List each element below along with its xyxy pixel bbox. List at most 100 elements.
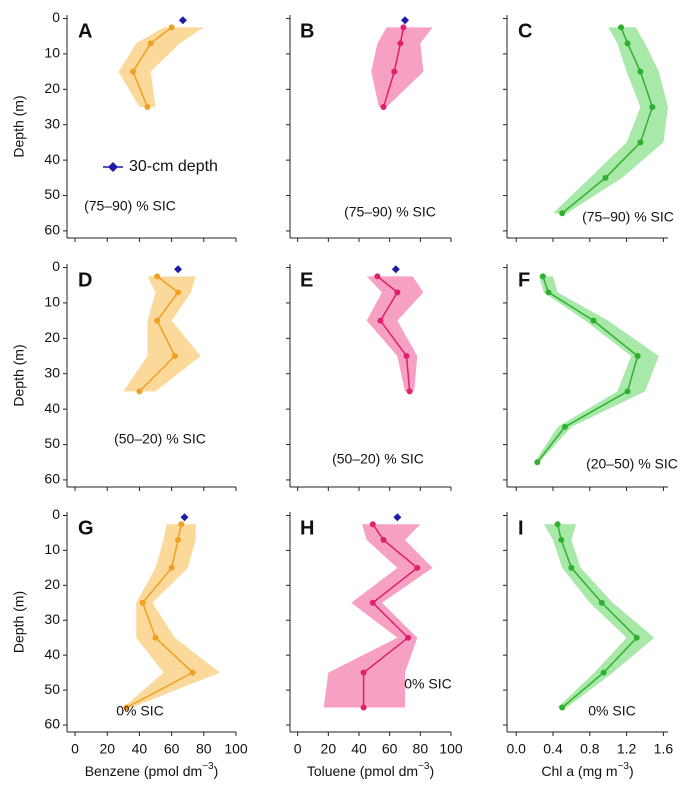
panel-letter: I [518, 517, 524, 539]
x-axis-label: Benzene (pmol dm−3) [85, 761, 219, 779]
data-point [600, 669, 607, 676]
data-point [624, 40, 631, 47]
range-band [534, 276, 659, 463]
data-point [391, 68, 398, 75]
x-axis-label-part: Toluene (pmol dm [307, 763, 418, 779]
data-point [539, 273, 546, 280]
data-point [189, 669, 196, 676]
data-point [637, 139, 644, 146]
data-point [624, 388, 631, 395]
surface-marker [401, 16, 409, 25]
data-point [136, 388, 143, 395]
annotation: 0% SIC [588, 703, 635, 719]
y-tick-label: 40 [44, 151, 60, 167]
x-axis-label-part: Chl a (mg m [541, 763, 617, 779]
range-band [123, 276, 201, 392]
data-point [139, 599, 146, 606]
x-tick-label: 0 [294, 741, 302, 757]
panel-letter: F [518, 269, 530, 291]
x-tick-label: 0.8 [580, 741, 600, 757]
data-point [637, 68, 644, 75]
data-point [380, 104, 387, 111]
x-axis-label: Toluene (pmol dm−3) [307, 761, 434, 779]
data-point [175, 536, 182, 543]
y-tick-label: 50 [44, 435, 60, 451]
x-tick-label: 20 [99, 741, 115, 757]
range-band [553, 27, 668, 214]
data-point [374, 273, 381, 280]
data-point [154, 273, 161, 280]
y-tick-label: 40 [44, 400, 60, 416]
data-point [559, 210, 566, 217]
annotation: (75–90) % SIC [344, 204, 436, 220]
data-point [178, 521, 185, 528]
data-point [414, 564, 421, 571]
data-point [534, 459, 541, 466]
annotation: (75–90) % SIC [582, 209, 674, 225]
y-axis-label: Depth (m) [11, 591, 27, 653]
data-point [634, 353, 641, 360]
data-point [403, 353, 410, 360]
data-point [568, 564, 575, 571]
y-tick-label: 0 [52, 506, 60, 522]
y-tick-label: 10 [44, 541, 60, 557]
panel-letter: A [78, 20, 92, 42]
data-point [147, 40, 154, 47]
y-tick-label: 50 [44, 186, 60, 202]
x-tick-label: 80 [413, 741, 429, 757]
y-tick-label: 60 [44, 471, 60, 487]
data-point [360, 704, 367, 711]
x-tick-label: 100 [224, 741, 248, 757]
profile-line [132, 26, 173, 108]
data-point [377, 317, 384, 324]
data-point [154, 317, 161, 324]
data-point [123, 704, 130, 711]
y-tick-label: 30 [44, 115, 60, 131]
data-point [602, 174, 609, 181]
y-axis-label: Depth (m) [11, 95, 27, 157]
data-point [561, 423, 568, 430]
profile-line [382, 27, 405, 108]
y-axis-label: Depth (m) [11, 344, 27, 406]
data-point [405, 634, 412, 641]
profile-line [536, 276, 639, 463]
annotation: 0% SIC [116, 703, 163, 719]
range-band [323, 524, 433, 708]
annotation: 0% SIC [404, 676, 451, 692]
x-axis-label-part: −3 [202, 761, 214, 772]
data-point [152, 634, 159, 641]
data-point [559, 704, 566, 711]
x-tick-label: 1.2 [617, 741, 637, 757]
data-point [649, 104, 656, 111]
y-tick-label: 40 [44, 646, 60, 662]
x-tick-label: 100 [439, 741, 463, 757]
range-band [543, 524, 655, 708]
legend-label: 30-cm depth [129, 158, 218, 175]
range-band [118, 27, 204, 108]
x-axis-label-part: −3 [618, 761, 630, 772]
annotation: (75–90) % SIC [84, 198, 176, 214]
y-tick-label: 50 [44, 681, 60, 697]
data-point [369, 521, 376, 528]
data-point [400, 24, 407, 31]
y-tick-label: 20 [44, 576, 60, 592]
y-tick-label: 60 [44, 222, 60, 238]
data-point [406, 388, 413, 395]
data-point [171, 353, 178, 360]
data-point [168, 24, 175, 31]
data-point [360, 669, 367, 676]
data-point [633, 634, 640, 641]
y-tick-label: 30 [44, 364, 60, 380]
surface-marker [178, 16, 187, 25]
x-tick-label: 80 [196, 741, 212, 757]
annotation: (50–20) % SIC [114, 431, 206, 447]
y-tick-label: 30 [44, 611, 60, 627]
data-point [369, 599, 376, 606]
data-point [397, 40, 404, 47]
panel-letter: D [78, 269, 92, 291]
x-tick-label: 1.6 [654, 741, 674, 757]
data-point [380, 536, 387, 543]
legend-marker [108, 162, 118, 172]
data-point [168, 564, 175, 571]
